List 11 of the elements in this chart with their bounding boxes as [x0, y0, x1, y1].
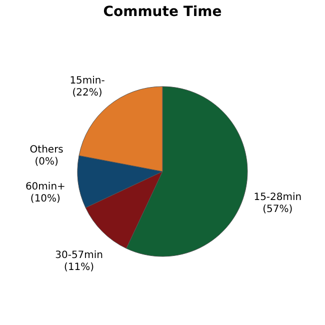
data-label: (11%) [64, 262, 94, 273]
slice-label: 30-57min [55, 250, 104, 261]
data-label: (10%) [30, 193, 61, 204]
data-label: (57%) [262, 204, 293, 216]
category-label: Others [30, 144, 64, 156]
text: (0%) [34, 156, 58, 168]
slice-label: 15-28min [254, 192, 302, 204]
slice-label: 60min+ [25, 181, 66, 192]
slice-label: 15min- [70, 76, 106, 87]
chart-title: Commute Time [103, 4, 222, 20]
data-label: (22%) [72, 88, 102, 99]
